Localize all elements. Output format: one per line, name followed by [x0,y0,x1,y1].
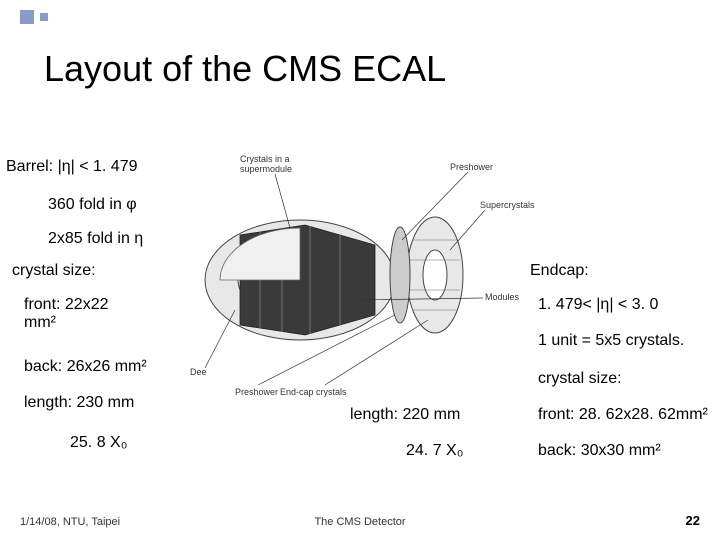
endcap-front: front: 28. 62x28. 62mm² [538,406,708,424]
ecal-diagram-svg: Crystals in a supermodule Preshower Supe… [180,150,540,400]
diagram-label-crystals: Crystals in a [240,154,290,164]
barrel-x0: 25. 8 X₀ [70,434,127,452]
footer-title: The CMS Detector [314,516,405,528]
diagram-label-endcap-crystals: End-cap crystals [280,387,347,397]
bullet-square-small [40,13,48,21]
slide-bullet-decor [20,10,48,24]
endcap-x0: 24. 7 X₀ [406,442,463,460]
svg-text:supermodule: supermodule [240,164,292,174]
endcap-eta-range: 1. 479< |η| < 3. 0 [538,296,658,314]
footer-date-location: 1/14/08, NTU, Taipei [20,516,120,528]
endcap-crystal-heading: crystal size: [538,370,622,388]
diagram-label-preshower2: Preshower [235,387,278,397]
barrel-front-line2: mm² [24,314,56,331]
diagram-label-dee: Dee [190,367,207,377]
barrel-length: length: 230 mm [24,394,134,412]
diagram-label-modules: Modules [485,292,520,302]
barrel-heading: Barrel: |η| < 1. 479 [6,158,138,176]
slide-title: Layout of the CMS ECAL [44,48,446,90]
bullet-square-large [20,10,34,24]
diagram-label-supercrystals: Supercrystals [480,200,535,210]
barrel-crystal-heading: crystal size: [12,262,96,280]
barrel-front: front: 22x22 mm² [24,296,109,333]
endcap-unit: 1 unit = 5x5 crystals. [538,332,684,350]
endcap-back: back: 30x30 mm² [538,442,661,460]
diagram-label-preshower: Preshower [450,162,493,172]
endcap-length: length: 220 mm [350,406,460,424]
barrel-fold-phi: 360 fold in φ [48,196,137,214]
barrel-fold-eta: 2x85 fold in η [48,230,143,248]
endcap-heading: Endcap: [530,262,589,280]
ecal-diagram: Crystals in a supermodule Preshower Supe… [180,150,540,400]
barrel-front-line1: front: 22x22 [24,296,109,313]
footer-page-number: 22 [686,513,700,528]
barrel-back: back: 26x26 mm² [24,358,147,376]
